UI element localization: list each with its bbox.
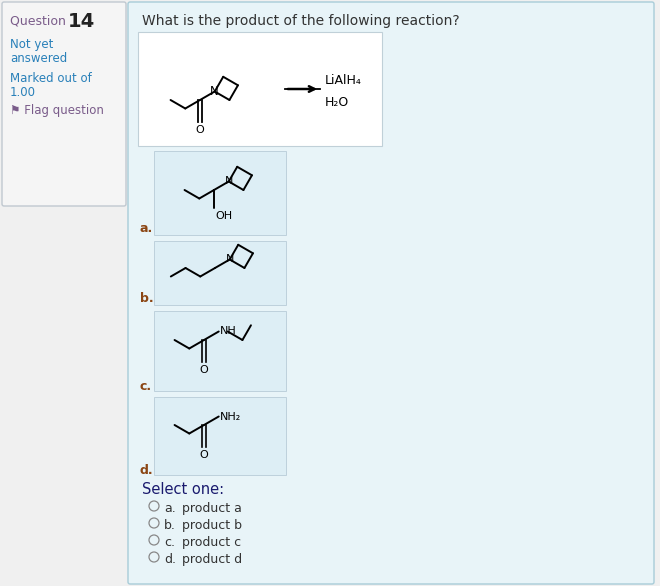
Text: c.: c. <box>140 380 152 393</box>
Text: H₂O: H₂O <box>325 96 349 109</box>
Text: a.: a. <box>164 502 176 515</box>
Text: N: N <box>224 176 233 186</box>
Text: O: O <box>199 365 209 375</box>
Text: d.: d. <box>140 464 154 477</box>
Text: b.: b. <box>140 292 154 305</box>
Text: 14: 14 <box>68 12 95 31</box>
Text: O: O <box>199 450 209 460</box>
Text: Select one:: Select one: <box>142 482 224 497</box>
Text: answered: answered <box>10 52 67 65</box>
Text: Marked out of: Marked out of <box>10 72 92 85</box>
Text: 1.00: 1.00 <box>10 86 36 99</box>
Text: O: O <box>195 125 205 135</box>
Text: LiAlH₄: LiAlH₄ <box>325 74 362 87</box>
Text: product d: product d <box>182 553 242 566</box>
Text: product c: product c <box>182 536 241 549</box>
Text: N: N <box>226 254 234 264</box>
FancyBboxPatch shape <box>154 397 286 475</box>
Text: product a: product a <box>182 502 242 515</box>
Text: ⚑ Flag question: ⚑ Flag question <box>10 104 104 117</box>
Text: d.: d. <box>164 553 176 566</box>
Text: a.: a. <box>140 222 153 235</box>
FancyBboxPatch shape <box>2 2 126 206</box>
FancyBboxPatch shape <box>128 2 654 584</box>
Text: product b: product b <box>182 519 242 532</box>
Text: Not yet: Not yet <box>10 38 53 51</box>
Text: What is the product of the following reaction?: What is the product of the following rea… <box>142 14 459 28</box>
Text: N: N <box>211 85 219 98</box>
Text: b.: b. <box>164 519 176 532</box>
FancyBboxPatch shape <box>154 241 286 305</box>
Text: Question: Question <box>10 14 70 27</box>
FancyBboxPatch shape <box>138 32 382 146</box>
FancyBboxPatch shape <box>154 311 286 391</box>
Text: c.: c. <box>164 536 175 549</box>
Text: NH: NH <box>220 326 236 336</box>
FancyBboxPatch shape <box>154 151 286 235</box>
Text: NH₂: NH₂ <box>220 411 241 421</box>
Text: OH: OH <box>215 211 232 221</box>
